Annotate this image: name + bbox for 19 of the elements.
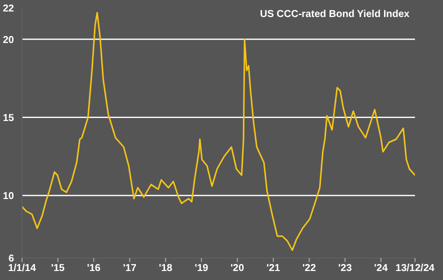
x-tick-label: 1/1/14 <box>8 263 36 274</box>
y-tick-label: 10 <box>2 191 14 202</box>
x-tick-label: '24 <box>374 263 388 274</box>
x-tick-label: '18 <box>158 263 173 274</box>
x-tick-label: '22 <box>302 263 316 274</box>
y-tick-label: 22 <box>2 4 14 15</box>
y-tick-label: 15 <box>2 112 14 124</box>
x-tick-label: '20 <box>230 263 244 274</box>
y-tick-label: 6 <box>8 254 14 265</box>
x-tick-label: '23 <box>338 263 352 274</box>
chart-title: US CCC-rated Bond Yield Index <box>260 9 410 20</box>
x-tick-label: '16 <box>86 263 101 274</box>
x-tick-label: '17 <box>122 263 137 274</box>
line-series <box>22 12 415 251</box>
x-tick-label: 13/12/24 <box>396 263 435 274</box>
x-tick-label: '19 <box>194 263 209 274</box>
x-tick-label: '15 <box>51 263 66 274</box>
x-tick-label: '21 <box>266 263 280 274</box>
y-tick-label: 20 <box>2 34 14 46</box>
